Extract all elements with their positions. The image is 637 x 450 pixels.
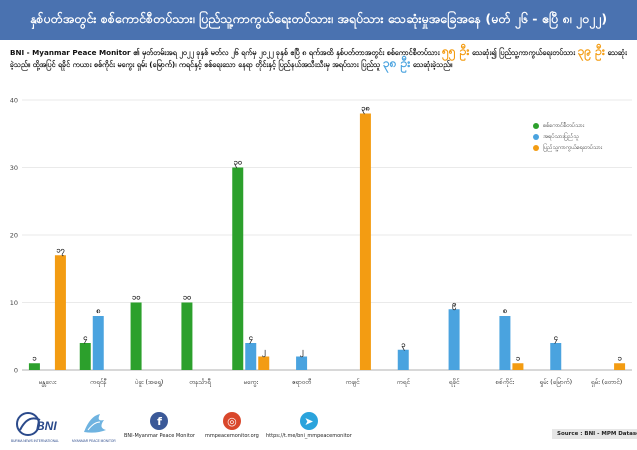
bar	[359, 113, 371, 370]
data-label: ၈	[503, 306, 507, 315]
data-label: ၁	[516, 353, 520, 362]
bar	[397, 349, 409, 370]
subtitle-highlight-3: ၃၈ ဦး	[382, 56, 411, 70]
footer: BNI BURMA NEWS INTERNATIONAL MYANMAR PEA…	[0, 404, 637, 450]
bar	[296, 356, 308, 370]
mpm-logo-caption: MYANMAR PEACE MONITOR	[72, 439, 116, 443]
source-note: Source : BNI - MPM Dataset	[552, 429, 637, 439]
legend-swatch	[533, 122, 539, 129]
chart-legend: စစ်ကောင်စီတပ်သား အရပ်သားပြည်သူ ပြည်သူ့ကာ…	[533, 120, 631, 153]
x-tick-label: စစ်ကိုင်း	[496, 378, 515, 387]
telegram-label: https://t.me/bni_mmpeacemonitor	[266, 433, 352, 439]
y-tick-label: 30	[10, 164, 18, 172]
data-label: ၄	[554, 333, 558, 344]
x-tick-label: တနင်္သာရီ	[189, 378, 212, 387]
bar	[92, 316, 104, 370]
bar	[79, 343, 91, 370]
subtitle-highlight-2: ၃၉ ဦး	[577, 44, 605, 58]
y-tick-label: 40	[10, 97, 18, 105]
bar	[181, 302, 193, 370]
x-tick-label: မကွေး	[243, 379, 258, 387]
x-tick-label: ရှမ်း (တောင်)	[591, 378, 622, 387]
website-label: mmpeacemonitor.org	[205, 433, 259, 439]
y-tick-label: 20	[10, 232, 18, 240]
legend-swatch	[533, 144, 539, 151]
legend-label: စစ်ကောင်စီတပ်သား	[543, 123, 585, 129]
x-tick-label: ရခိုင်	[449, 378, 460, 387]
data-label: ၂	[300, 347, 304, 358]
facebook-icon: f	[150, 412, 169, 430]
bar	[130, 302, 142, 370]
chart-subtitle: BNI - Myanmar Peace Monitor ၏ မှတ်တမ်းအရ…	[10, 44, 630, 70]
data-label: ၃၈	[361, 104, 370, 115]
telegram-link[interactable]: ➤ https://t.me/bni_mmpeacemonitor	[266, 412, 352, 439]
bni-logo-caption: BURMA NEWS INTERNATIONAL	[11, 439, 59, 443]
bar	[28, 363, 40, 370]
x-tick-label: ရှမ်း (မြောက်)	[539, 377, 572, 387]
mpm-logo: MYANMAR PEACE MONITOR	[72, 414, 116, 443]
bni-logo-text: BNI	[36, 419, 57, 433]
globe-icon: ◎	[222, 412, 241, 430]
legend-swatch	[533, 133, 539, 140]
data-label: ၃	[401, 340, 405, 351]
subtitle-text-4: သေဆုံးခဲ့သည်။	[412, 60, 453, 69]
data-label: ၁	[32, 353, 36, 362]
x-tick-label: ကချင်	[345, 378, 360, 387]
data-label: ၃၀	[234, 158, 242, 169]
data-label: ၈	[96, 306, 100, 315]
bar	[499, 316, 511, 370]
data-label: ၂	[262, 347, 266, 358]
bar	[614, 363, 626, 370]
legend-item-pdf: ပြည်သူ့ကာကွယ်ရေးတပ်သား	[533, 142, 631, 153]
chart-title: နှစ်ပတ်အတွင်း စစ်ကောင်စီတပ်သား၊ ပြည်သူ့က…	[0, 0, 637, 40]
subtitle-text-3: သေဆုံးခဲ့သည်။ ထို့အပြင် ရခိုင် ကယား စစ်က…	[10, 48, 627, 69]
x-tick-label: ဧရာဝတီ	[292, 378, 312, 387]
subtitle-text-2: သေဆုံး၍ ပြည်သူ့ကာကွယ်ရေးတပ်သား	[471, 48, 576, 57]
legend-label: ပြည်သူ့ကာကွယ်ရေးတပ်သား	[543, 145, 603, 151]
bni-logo: BNI BURMA NEWS INTERNATIONAL	[11, 412, 59, 443]
bar	[232, 167, 244, 370]
website-link[interactable]: ◎ mmpeacemonitor.org	[205, 412, 259, 439]
data-label: ၁	[617, 353, 621, 362]
data-label: ၄	[83, 333, 87, 344]
chart-title-text: နှစ်ပတ်အတွင်း စစ်ကောင်စီတပ်သား၊ ပြည်သူ့က…	[29, 10, 608, 26]
bar	[245, 343, 257, 370]
data-label: ၉	[452, 299, 456, 310]
telegram-icon: ➤	[299, 412, 318, 430]
data-label: ၁၇	[56, 245, 65, 256]
facebook-label: BNI-Myanmar Peace Monitor	[124, 433, 195, 439]
data-label: ၄	[249, 333, 253, 344]
y-tick-label: 0	[14, 367, 18, 375]
legend-item-junta: စစ်ကောင်စီတပ်သား	[533, 120, 631, 131]
bar	[550, 343, 562, 370]
x-tick-label: မန္တလေး	[39, 379, 57, 387]
x-tick-label: ပဲခူး (အရှေ့)	[135, 378, 164, 387]
bar	[448, 309, 460, 370]
x-tick-label: ကရင်	[397, 378, 411, 387]
subtitle-text-1: BNI - Myanmar Peace Monitor ၏ မှတ်တမ်းအရ…	[10, 48, 440, 57]
bar	[258, 356, 270, 370]
subtitle-highlight-1: ၅၅ ဦး	[442, 44, 470, 58]
legend-item-civilian: အရပ်သားပြည်သူ	[533, 131, 631, 142]
legend-label: အရပ်သားပြည်သူ	[543, 134, 579, 140]
y-tick-label: 10	[10, 299, 18, 307]
data-label: ၁၀	[132, 293, 140, 302]
bar	[512, 363, 524, 370]
bar	[54, 255, 66, 370]
x-tick-label: ကရင်နီ	[90, 378, 107, 387]
data-label: ၁၀	[183, 293, 191, 302]
facebook-link[interactable]: f BNI-Myanmar Peace Monitor	[124, 412, 195, 439]
